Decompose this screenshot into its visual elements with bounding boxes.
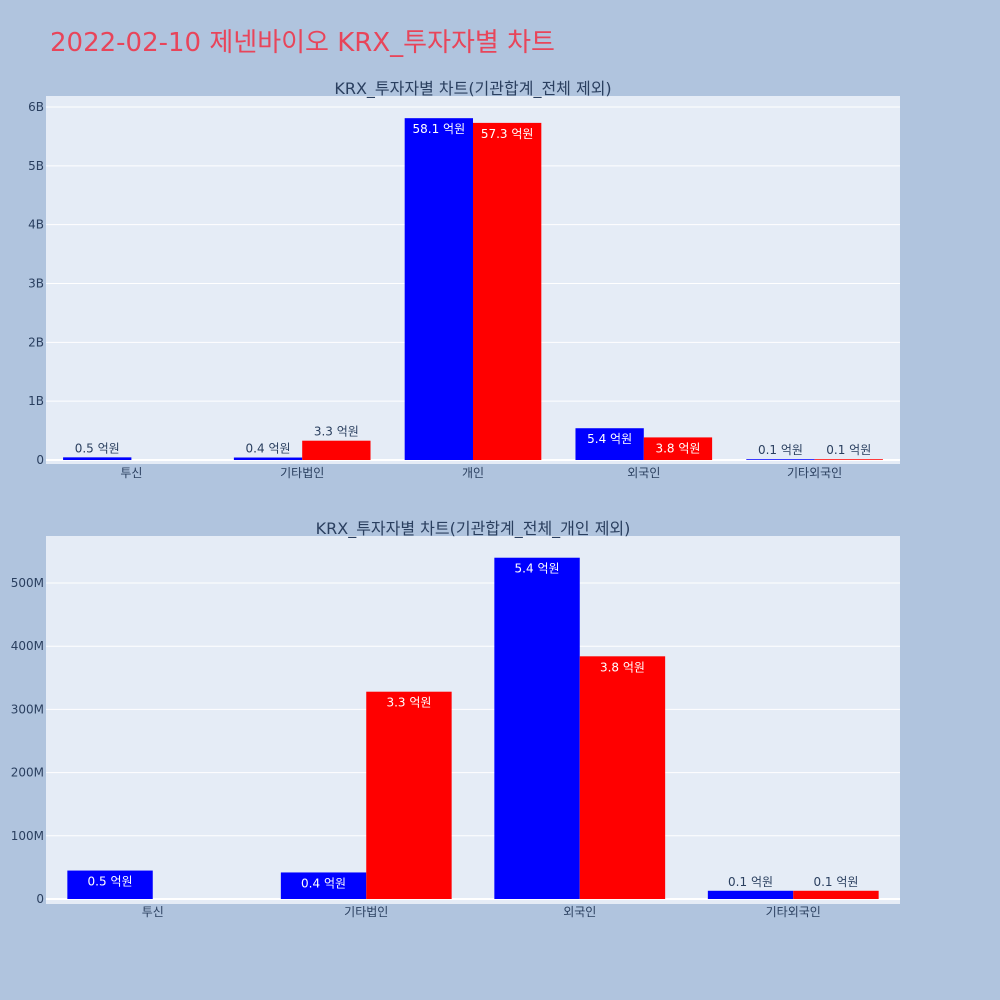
bar-label: 3.3 억원 <box>314 425 359 439</box>
x-tick-label: 투신 <box>142 905 164 919</box>
y-tick-label: 5B <box>28 159 44 173</box>
bar-label: 3.8 억원 <box>600 660 645 674</box>
bar-label: 3.8 억원 <box>655 441 700 455</box>
bar <box>366 691 452 899</box>
bar-label: 3.3 억원 <box>386 696 431 710</box>
bar-label: 0.1 억원 <box>826 443 871 457</box>
y-tick-label: 0 <box>36 892 44 906</box>
y-tick-label: 4B <box>28 218 44 232</box>
bar-label: 57.3 억원 <box>481 127 534 141</box>
x-tick-label: 개인 <box>462 466 484 480</box>
x-tick-label: 기타외국인 <box>766 905 821 919</box>
bar-label: 5.4 억원 <box>515 562 560 576</box>
chart-title: KRX_투자자별 차트(기관합계_전체 제외) <box>334 79 611 99</box>
bar <box>793 890 879 899</box>
y-tick-label: 6B <box>28 100 44 114</box>
bar <box>63 457 132 460</box>
x-tick-label: 기타법인 <box>344 905 388 919</box>
bar <box>643 437 713 460</box>
y-tick-label: 3B <box>28 277 44 291</box>
bar-label: 0.4 억원 <box>301 876 346 890</box>
y-tick-label: 400M <box>11 639 44 653</box>
bar <box>707 890 794 899</box>
plot-area <box>46 536 900 904</box>
y-tick-label: 1B <box>28 394 44 408</box>
y-tick-label: 100M <box>11 829 44 843</box>
bar <box>494 557 580 899</box>
x-tick-label: 외국인 <box>563 905 596 919</box>
bar <box>575 428 644 460</box>
x-tick-label: 외국인 <box>627 466 660 480</box>
x-tick-label: 투신 <box>120 466 142 480</box>
y-tick-label: 2B <box>28 335 44 349</box>
x-tick-label: 기타외국인 <box>787 466 842 480</box>
bar-label: 0.5 억원 <box>88 875 133 889</box>
x-tick-label: 기타법인 <box>280 466 324 480</box>
page-title: 2022-02-10 제넨바이오 KRX_투자자별 차트 <box>50 28 555 58</box>
bar <box>233 457 303 460</box>
bar-label: 0.5 억원 <box>75 441 120 455</box>
bar-label: 0.1 억원 <box>728 875 773 889</box>
bar <box>302 440 371 460</box>
y-tick-label: 0 <box>36 453 44 467</box>
y-tick-label: 300M <box>11 702 44 716</box>
bar-label: 0.1 억원 <box>758 443 803 457</box>
bar <box>814 459 883 460</box>
bar-label: 0.1 억원 <box>813 875 858 889</box>
bar <box>579 656 666 899</box>
bar-label: 0.4 억원 <box>246 442 291 456</box>
bar <box>67 870 153 899</box>
bar <box>404 118 473 460</box>
chart-title: KRX_투자자별 차트(기관합계_전체_개인 제외) <box>316 519 631 539</box>
bar <box>746 459 815 460</box>
bar <box>280 872 367 899</box>
y-tick-label: 200M <box>11 766 44 780</box>
bar <box>473 122 542 460</box>
bar-label: 5.4 억원 <box>587 432 632 446</box>
y-tick-label: 500M <box>11 576 44 590</box>
bar-label: 58.1 억원 <box>413 122 466 136</box>
